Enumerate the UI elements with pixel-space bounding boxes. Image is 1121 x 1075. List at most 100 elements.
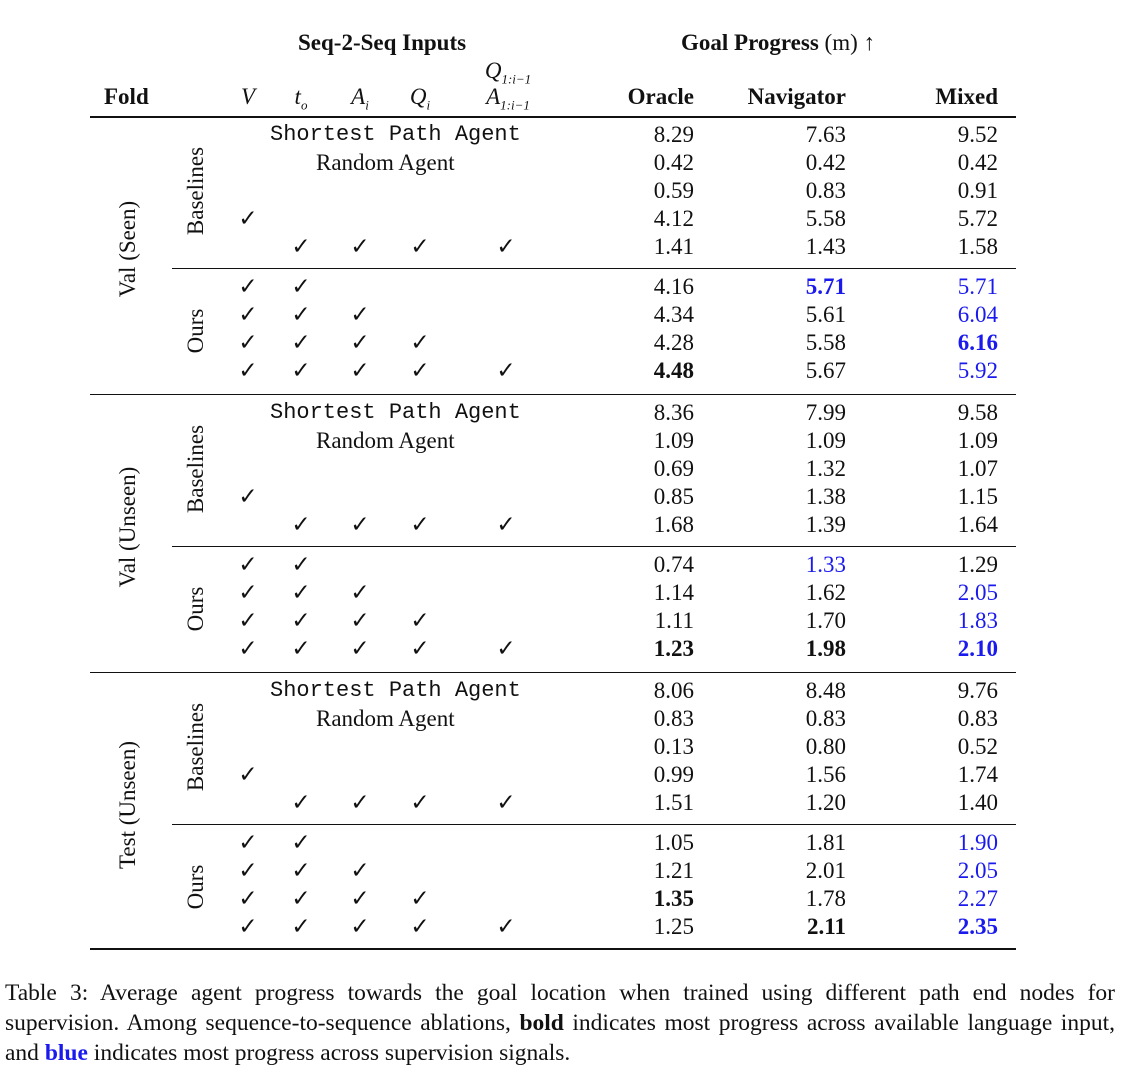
check-2-o1-0: ✓ — [238, 858, 258, 884]
goal-progress-label: Goal Progress — [681, 30, 819, 55]
check-2-b4-1: ✓ — [291, 790, 311, 816]
caption-bold-word: bold — [519, 1010, 564, 1036]
check-0-b4-4: ✓ — [496, 234, 516, 260]
check-2-o3-4: ✓ — [496, 914, 516, 940]
value-2-baseline-0-1: 8.48 — [805, 678, 846, 703]
value-1-ours-1-2: 2.05 — [957, 580, 998, 605]
random-agent-0: Random Agent — [316, 150, 455, 175]
check-0-o2-0: ✓ — [238, 330, 258, 356]
check-0-o3-4: ✓ — [496, 358, 516, 384]
check-0-o2-2: ✓ — [350, 330, 370, 356]
header-fold: Fold — [104, 84, 149, 109]
check-0-b4-1: ✓ — [291, 234, 311, 260]
value-0-baseline-3-1: 5.58 — [805, 206, 846, 231]
check-0-o1-0: ✓ — [238, 302, 258, 328]
fold-label-0: Val (Seen) — [115, 200, 140, 298]
check-0-o2-3: ✓ — [410, 330, 430, 356]
value-2-baseline-3-1: 1.56 — [805, 762, 846, 787]
value-0-ours-0-1: 5.71 — [805, 274, 846, 299]
goal-progress-unit: (m) ↑ — [818, 30, 875, 55]
header-input-2: Ai — [351, 84, 369, 113]
check-1-o1-0: ✓ — [238, 580, 258, 606]
value-1-baseline-3-1: 1.38 — [805, 484, 846, 509]
value-0-ours-2-2: 6.16 — [957, 330, 998, 355]
check-0-o0-1: ✓ — [291, 274, 311, 300]
value-0-baseline-0-2: 9.52 — [957, 122, 998, 147]
value-1-ours-0-1: 1.33 — [805, 552, 846, 577]
header-seq-inputs: Seq-2-Seq Inputs — [298, 30, 467, 55]
value-1-ours-2-1: 1.70 — [805, 608, 846, 633]
fold-label-1: Val (Unseen) — [115, 466, 140, 588]
value-0-baseline-1-1: 0.42 — [805, 150, 846, 175]
value-1-baseline-0-0: 8.36 — [653, 400, 694, 425]
value-2-ours-2-0: 1.35 — [653, 886, 694, 911]
value-1-ours-3-2: 2.10 — [957, 636, 998, 661]
value-2-baseline-0-0: 8.06 — [653, 678, 694, 703]
value-1-ours-0-0: 0.74 — [653, 552, 694, 577]
baselines-label-1: Baselines — [183, 424, 208, 514]
value-2-baseline-1-2: 0.83 — [957, 706, 998, 731]
value-2-baseline-2-1: 0.80 — [805, 734, 846, 759]
ours-label-2: Ours — [183, 864, 208, 910]
header-input-a-history: A1:i−1 — [486, 84, 530, 113]
value-0-baseline-1-2: 0.42 — [957, 150, 998, 175]
check-1-o3-1: ✓ — [291, 636, 311, 662]
value-2-ours-3-1: 2.11 — [807, 914, 846, 939]
header-input-0: V — [240, 84, 256, 109]
fold-label-2: Test (Unseen) — [115, 740, 140, 870]
check-0-b4-2: ✓ — [350, 234, 370, 260]
value-1-baseline-2-1: 1.32 — [805, 456, 846, 481]
caption-text-2: indicates most progress across available… — [5, 1010, 1115, 1066]
check-1-b4-3: ✓ — [410, 512, 430, 538]
value-0-baseline-3-2: 5.72 — [957, 206, 998, 231]
header-mixed: Mixed — [935, 84, 998, 109]
header-navigator: Navigator — [747, 84, 846, 109]
value-1-ours-1-1: 1.62 — [805, 580, 846, 605]
check-2-o3-0: ✓ — [238, 914, 258, 940]
value-2-ours-1-1: 2.01 — [805, 858, 846, 883]
value-0-baseline-2-1: 0.83 — [805, 178, 846, 203]
check-1-o0-1: ✓ — [291, 552, 311, 578]
check-2-o0-0: ✓ — [238, 830, 258, 856]
check-1-o1-1: ✓ — [291, 580, 311, 606]
value-0-ours-3-2: 5.92 — [957, 358, 998, 383]
value-0-ours-1-0: 4.34 — [653, 302, 694, 327]
check-0-o3-1: ✓ — [291, 358, 311, 384]
group-rule-0 — [172, 268, 1016, 269]
value-2-ours-1-0: 1.21 — [653, 858, 694, 883]
group-rule-2 — [172, 824, 1016, 825]
value-0-ours-1-1: 5.61 — [805, 302, 846, 327]
check-2-b3-0: ✓ — [238, 762, 258, 788]
value-2-ours-2-2: 2.27 — [957, 886, 998, 911]
check-2-b4-2: ✓ — [350, 790, 370, 816]
value-2-ours-3-0: 1.25 — [653, 914, 694, 939]
check-1-o1-2: ✓ — [350, 580, 370, 606]
group-rule-1 — [172, 546, 1016, 547]
fold-rule-1 — [90, 672, 1016, 673]
check-2-o2-1: ✓ — [291, 886, 311, 912]
check-2-o3-3: ✓ — [410, 914, 430, 940]
value-2-ours-1-2: 2.05 — [957, 858, 998, 883]
value-0-baseline-1-0: 0.42 — [653, 150, 694, 175]
value-1-ours-1-0: 1.14 — [653, 580, 694, 605]
table-caption: Table 3: Average agent progress towards … — [5, 978, 1115, 1068]
value-2-baseline-1-0: 0.83 — [653, 706, 694, 731]
value-1-ours-2-0: 1.11 — [654, 608, 694, 633]
value-1-ours-3-0: 1.23 — [653, 636, 694, 661]
check-2-o0-1: ✓ — [291, 830, 311, 856]
value-1-ours-0-2: 1.29 — [957, 552, 998, 577]
check-1-o2-1: ✓ — [291, 608, 311, 634]
check-0-o0-0: ✓ — [238, 274, 258, 300]
value-0-baseline-3-0: 4.12 — [653, 206, 694, 231]
check-1-b4-1: ✓ — [291, 512, 311, 538]
check-1-o2-0: ✓ — [238, 608, 258, 634]
value-0-ours-0-2: 5.71 — [957, 274, 998, 299]
value-0-baseline-4-1: 1.43 — [805, 234, 846, 259]
baselines-label-0: Baselines — [183, 146, 208, 236]
value-1-baseline-0-2: 9.58 — [957, 400, 998, 425]
check-0-o3-3: ✓ — [410, 358, 430, 384]
check-2-b4-4: ✓ — [496, 790, 516, 816]
check-2-o1-2: ✓ — [350, 858, 370, 884]
value-2-ours-3-2: 2.35 — [957, 914, 998, 939]
value-2-baseline-3-2: 1.74 — [957, 762, 998, 787]
